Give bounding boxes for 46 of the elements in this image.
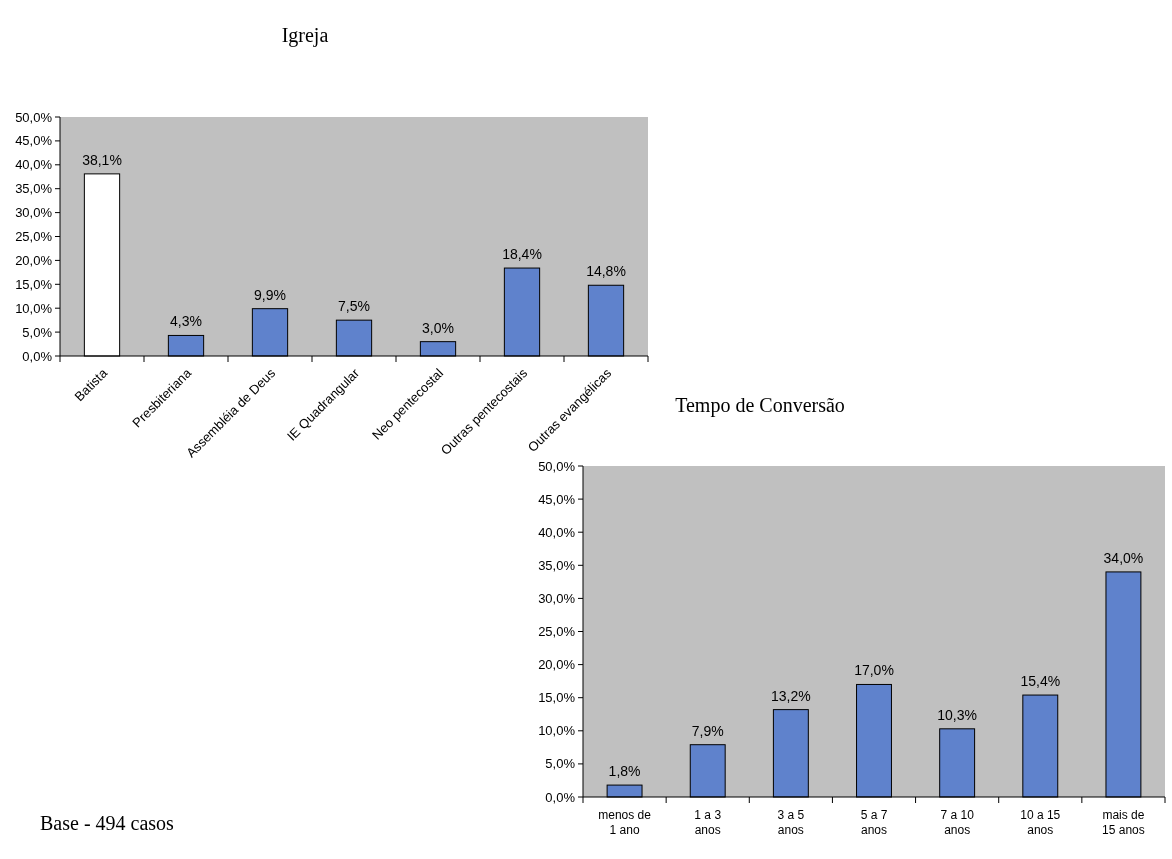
data-label: 4,3% xyxy=(170,313,202,330)
data-label: 18,4% xyxy=(502,246,542,263)
x-tick-label: 10 a 15 anos xyxy=(1020,808,1061,837)
data-label: 7,9% xyxy=(691,722,724,739)
y-tick-label: 45,0% xyxy=(538,491,576,507)
chart-title: Igreja xyxy=(281,24,329,47)
data-label: 3,0% xyxy=(422,319,454,336)
y-tick-label: 30,0% xyxy=(538,590,576,606)
data-label: 9,9% xyxy=(254,286,286,303)
data-label: 7,5% xyxy=(338,298,370,315)
data-label: 14,8% xyxy=(586,263,626,280)
y-tick-label: 15,0% xyxy=(15,276,53,292)
x-tick-label: 7 a 10 anos xyxy=(940,808,975,837)
data-label: 13,2% xyxy=(771,687,811,704)
y-tick-label: 15,0% xyxy=(538,690,576,706)
y-tick-label: 20,0% xyxy=(538,657,576,673)
text: Base - 494 casos xyxy=(40,812,175,834)
data-label: 17,0% xyxy=(854,662,894,679)
y-tick-label: 5,0% xyxy=(22,324,53,340)
y-tick-label: 40,0% xyxy=(15,157,53,173)
y-tick-label: 35,0% xyxy=(15,181,53,197)
data-label: 38,1% xyxy=(82,151,122,168)
y-tick-label: 50,0% xyxy=(15,109,53,125)
y-tick-label: 10,0% xyxy=(538,723,576,739)
x-tick-label: 5 a 7 anos xyxy=(860,808,888,837)
y-tick-label: 40,0% xyxy=(538,524,576,540)
y-tick-label: 0,0% xyxy=(22,348,53,364)
y-tick-label: 35,0% xyxy=(538,557,576,573)
chart-title: Tempo de Conversão xyxy=(675,394,845,417)
y-tick-label: 25,0% xyxy=(15,229,53,245)
y-tick-label: 5,0% xyxy=(545,756,576,772)
y-tick-label: 20,0% xyxy=(15,252,53,268)
y-tick-label: 10,0% xyxy=(15,300,53,316)
y-tick-label: 50,0% xyxy=(538,458,576,474)
y-tick-label: 0,0% xyxy=(545,789,576,805)
x-tick-label: 1 a 3 anos xyxy=(694,808,722,837)
data-label: 10,3% xyxy=(937,706,977,723)
x-tick-label: 3 a 5 anos xyxy=(777,808,805,837)
y-tick-label: 25,0% xyxy=(538,624,576,640)
data-label: 34,0% xyxy=(1103,549,1144,566)
x-tick-label: menos de 1 ano xyxy=(598,808,652,837)
y-tick-label: 30,0% xyxy=(15,205,53,221)
x-tick-label: mais de 15 anos xyxy=(1102,808,1145,837)
data-label: 1,8% xyxy=(608,763,641,780)
data-label: 15,4% xyxy=(1020,673,1061,690)
y-tick-label: 45,0% xyxy=(15,133,53,149)
